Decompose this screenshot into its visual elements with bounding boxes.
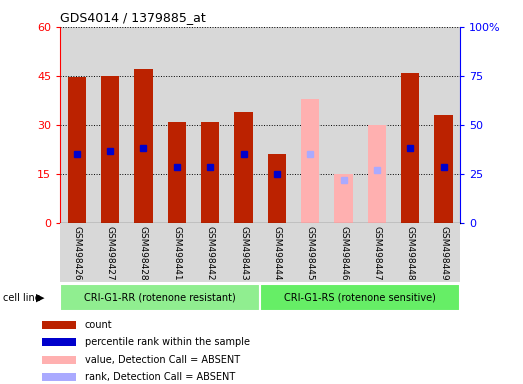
Bar (134, 70, 153, 223)
Bar (234, 112, 253, 223)
Text: GSM498448: GSM498448 (406, 226, 415, 280)
Bar (160, 223, 194, 282)
Bar (360, 223, 393, 282)
Bar (60, 223, 94, 282)
Bar (42, 321, 76, 329)
Text: value, Detection Call = ABSENT: value, Detection Call = ABSENT (85, 355, 240, 365)
Bar (168, 121, 186, 223)
Text: GSM498441: GSM498441 (173, 226, 181, 280)
Text: ▶: ▶ (36, 293, 44, 303)
Bar (334, 174, 353, 223)
Text: percentile rank within the sample: percentile rank within the sample (85, 337, 249, 348)
Text: CRI-G1-RR (rotenone resistant): CRI-G1-RR (rotenone resistant) (84, 293, 236, 303)
Bar (435, 115, 453, 223)
Bar (360, 27, 393, 223)
Bar (201, 121, 219, 223)
Bar (160, 27, 194, 223)
Text: GDS4014 / 1379885_at: GDS4014 / 1379885_at (60, 11, 206, 24)
Bar (67, 78, 86, 223)
Text: CRI-G1-RS (rotenone sensitive): CRI-G1-RS (rotenone sensitive) (285, 293, 436, 303)
Bar (194, 27, 227, 223)
Bar (327, 27, 360, 223)
Bar (101, 76, 119, 223)
Bar (401, 73, 419, 223)
Bar (293, 223, 327, 282)
Bar (227, 223, 260, 282)
Text: GSM498428: GSM498428 (139, 226, 148, 280)
Bar (42, 373, 76, 381)
Text: GSM498426: GSM498426 (72, 226, 81, 280)
Bar (60, 27, 94, 223)
Bar (94, 223, 127, 282)
Bar (268, 154, 286, 223)
Bar (60, 284, 260, 311)
Bar (42, 356, 76, 364)
Bar (427, 27, 460, 223)
Bar (394, 223, 427, 282)
Text: GSM498427: GSM498427 (106, 226, 115, 280)
Text: GSM498449: GSM498449 (439, 226, 448, 280)
Bar (127, 27, 160, 223)
Bar (293, 27, 327, 223)
Bar (394, 27, 427, 223)
Bar (94, 27, 127, 223)
Bar (227, 27, 260, 223)
Bar (260, 223, 293, 282)
Text: cell line: cell line (3, 293, 40, 303)
Bar (194, 223, 227, 282)
Bar (42, 338, 76, 346)
Bar (368, 125, 386, 223)
Text: rank, Detection Call = ABSENT: rank, Detection Call = ABSENT (85, 372, 235, 382)
Text: GSM498447: GSM498447 (372, 226, 381, 280)
Bar (427, 223, 460, 282)
Bar (301, 99, 320, 223)
Bar (260, 284, 460, 311)
Bar (327, 223, 360, 282)
Text: GSM498445: GSM498445 (306, 226, 315, 280)
Text: GSM498442: GSM498442 (206, 226, 214, 280)
Text: GSM498444: GSM498444 (272, 226, 281, 280)
Text: count: count (85, 320, 112, 330)
Bar (260, 27, 293, 223)
Bar (127, 223, 160, 282)
Text: GSM498443: GSM498443 (239, 226, 248, 280)
Text: GSM498446: GSM498446 (339, 226, 348, 280)
